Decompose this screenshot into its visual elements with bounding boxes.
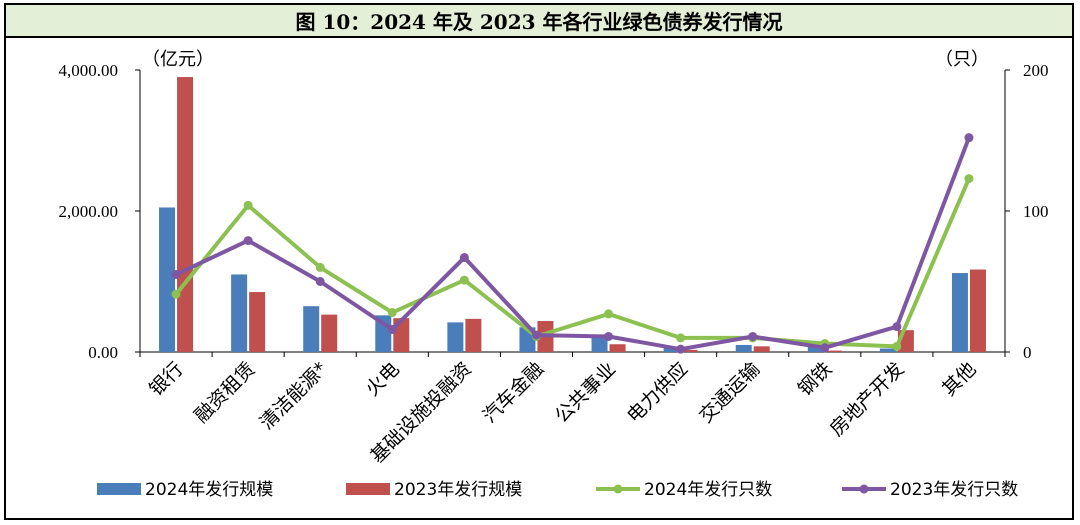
left-tick-label: 4,000.00: [59, 61, 119, 80]
left-tick-label: 2,000.00: [59, 202, 119, 221]
category-label-8: 交通运输: [695, 358, 764, 427]
bar-2024-8: [735, 344, 752, 352]
point-2023-2: [315, 277, 325, 286]
bar-2024-0: [159, 207, 176, 352]
point-2023-4: [459, 253, 469, 263]
category-label-0: 银行: [145, 358, 187, 400]
category-label-5: 汽车金融: [479, 358, 548, 427]
right-tick-label: 0: [1023, 343, 1032, 362]
category-label-1: 融资租赁: [190, 358, 259, 427]
bar-2023-0: [177, 77, 194, 353]
chart-title: 图 10：2024 年及 2023 年各行业绿色债券发行情况: [6, 5, 1072, 38]
bar-2023-1: [249, 292, 266, 352]
point-2024-10: [892, 341, 902, 351]
bar-2024-11: [951, 273, 968, 352]
category-label-2: 清洁能源*: [256, 358, 332, 434]
point-2024-2: [315, 262, 325, 272]
point-2023-1: [243, 236, 253, 246]
legend-label-bar-1: 2023年发行规模: [394, 480, 522, 500]
category-label-7: 电力供应: [623, 358, 692, 427]
bar-2024-4: [447, 322, 464, 352]
legend-swatch-marker-1: [859, 484, 869, 494]
point-2024-4: [459, 275, 469, 285]
point-2023-5: [531, 330, 541, 340]
point-2024-3: [387, 308, 397, 318]
bar-2024-6: [591, 336, 608, 352]
left-axis-unit: （亿元）: [142, 49, 214, 70]
point-2023-8: [748, 331, 758, 341]
point-2024-7: [676, 333, 686, 343]
legend-swatch-bar-0: [97, 483, 141, 495]
bar-2024-9: [807, 345, 824, 352]
right-tick-label: 200: [1023, 61, 1049, 80]
point-2023-11: [964, 133, 974, 143]
bar-2023-9: [825, 350, 842, 352]
bar-2023-4: [465, 318, 482, 352]
legend-label-line-0: 2024年发行只数: [644, 480, 772, 500]
point-2024-0: [171, 289, 181, 299]
category-label-3: 火电: [361, 358, 403, 400]
legend-swatch-marker-0: [613, 484, 623, 494]
category-label-6: 公共事业: [551, 358, 620, 427]
point-2023-3: [387, 324, 397, 334]
left-tick-label: 0.00: [88, 343, 118, 362]
line-2024-count: [174, 177, 971, 349]
bar-2024-1: [231, 274, 248, 352]
right-axis-unit: （只）: [935, 49, 989, 70]
legend-swatch-bar-1: [346, 483, 390, 495]
point-2024-1: [243, 200, 253, 210]
bar-2024-7: [663, 347, 680, 352]
line-2023-count: [175, 136, 971, 352]
bar-2024-10: [879, 348, 896, 352]
point-2023-6: [604, 331, 614, 341]
category-label-9: 钢铁: [794, 358, 836, 400]
bar-2023-11: [969, 269, 986, 352]
bar-2023-6: [609, 344, 626, 352]
bar-2023-2: [321, 314, 338, 352]
category-label-10: 房地产开发: [826, 358, 909, 441]
bar-2023-7: [681, 349, 698, 352]
legend-label-bar-0: 2024年发行规模: [145, 480, 273, 500]
point-2024-6: [604, 309, 614, 319]
category-label-11: 其他: [938, 358, 980, 400]
bar-2023-8: [753, 346, 770, 352]
point-2023-7: [676, 344, 686, 354]
point-2023-9: [820, 343, 830, 353]
bar-2024-2: [303, 306, 320, 352]
point-2024-11: [964, 174, 974, 184]
legend-label-line-1: 2023年发行只数: [890, 480, 1018, 500]
point-2023-10: [892, 322, 902, 332]
right-tick-label: 100: [1023, 202, 1049, 221]
point-2023-0: [171, 269, 181, 279]
